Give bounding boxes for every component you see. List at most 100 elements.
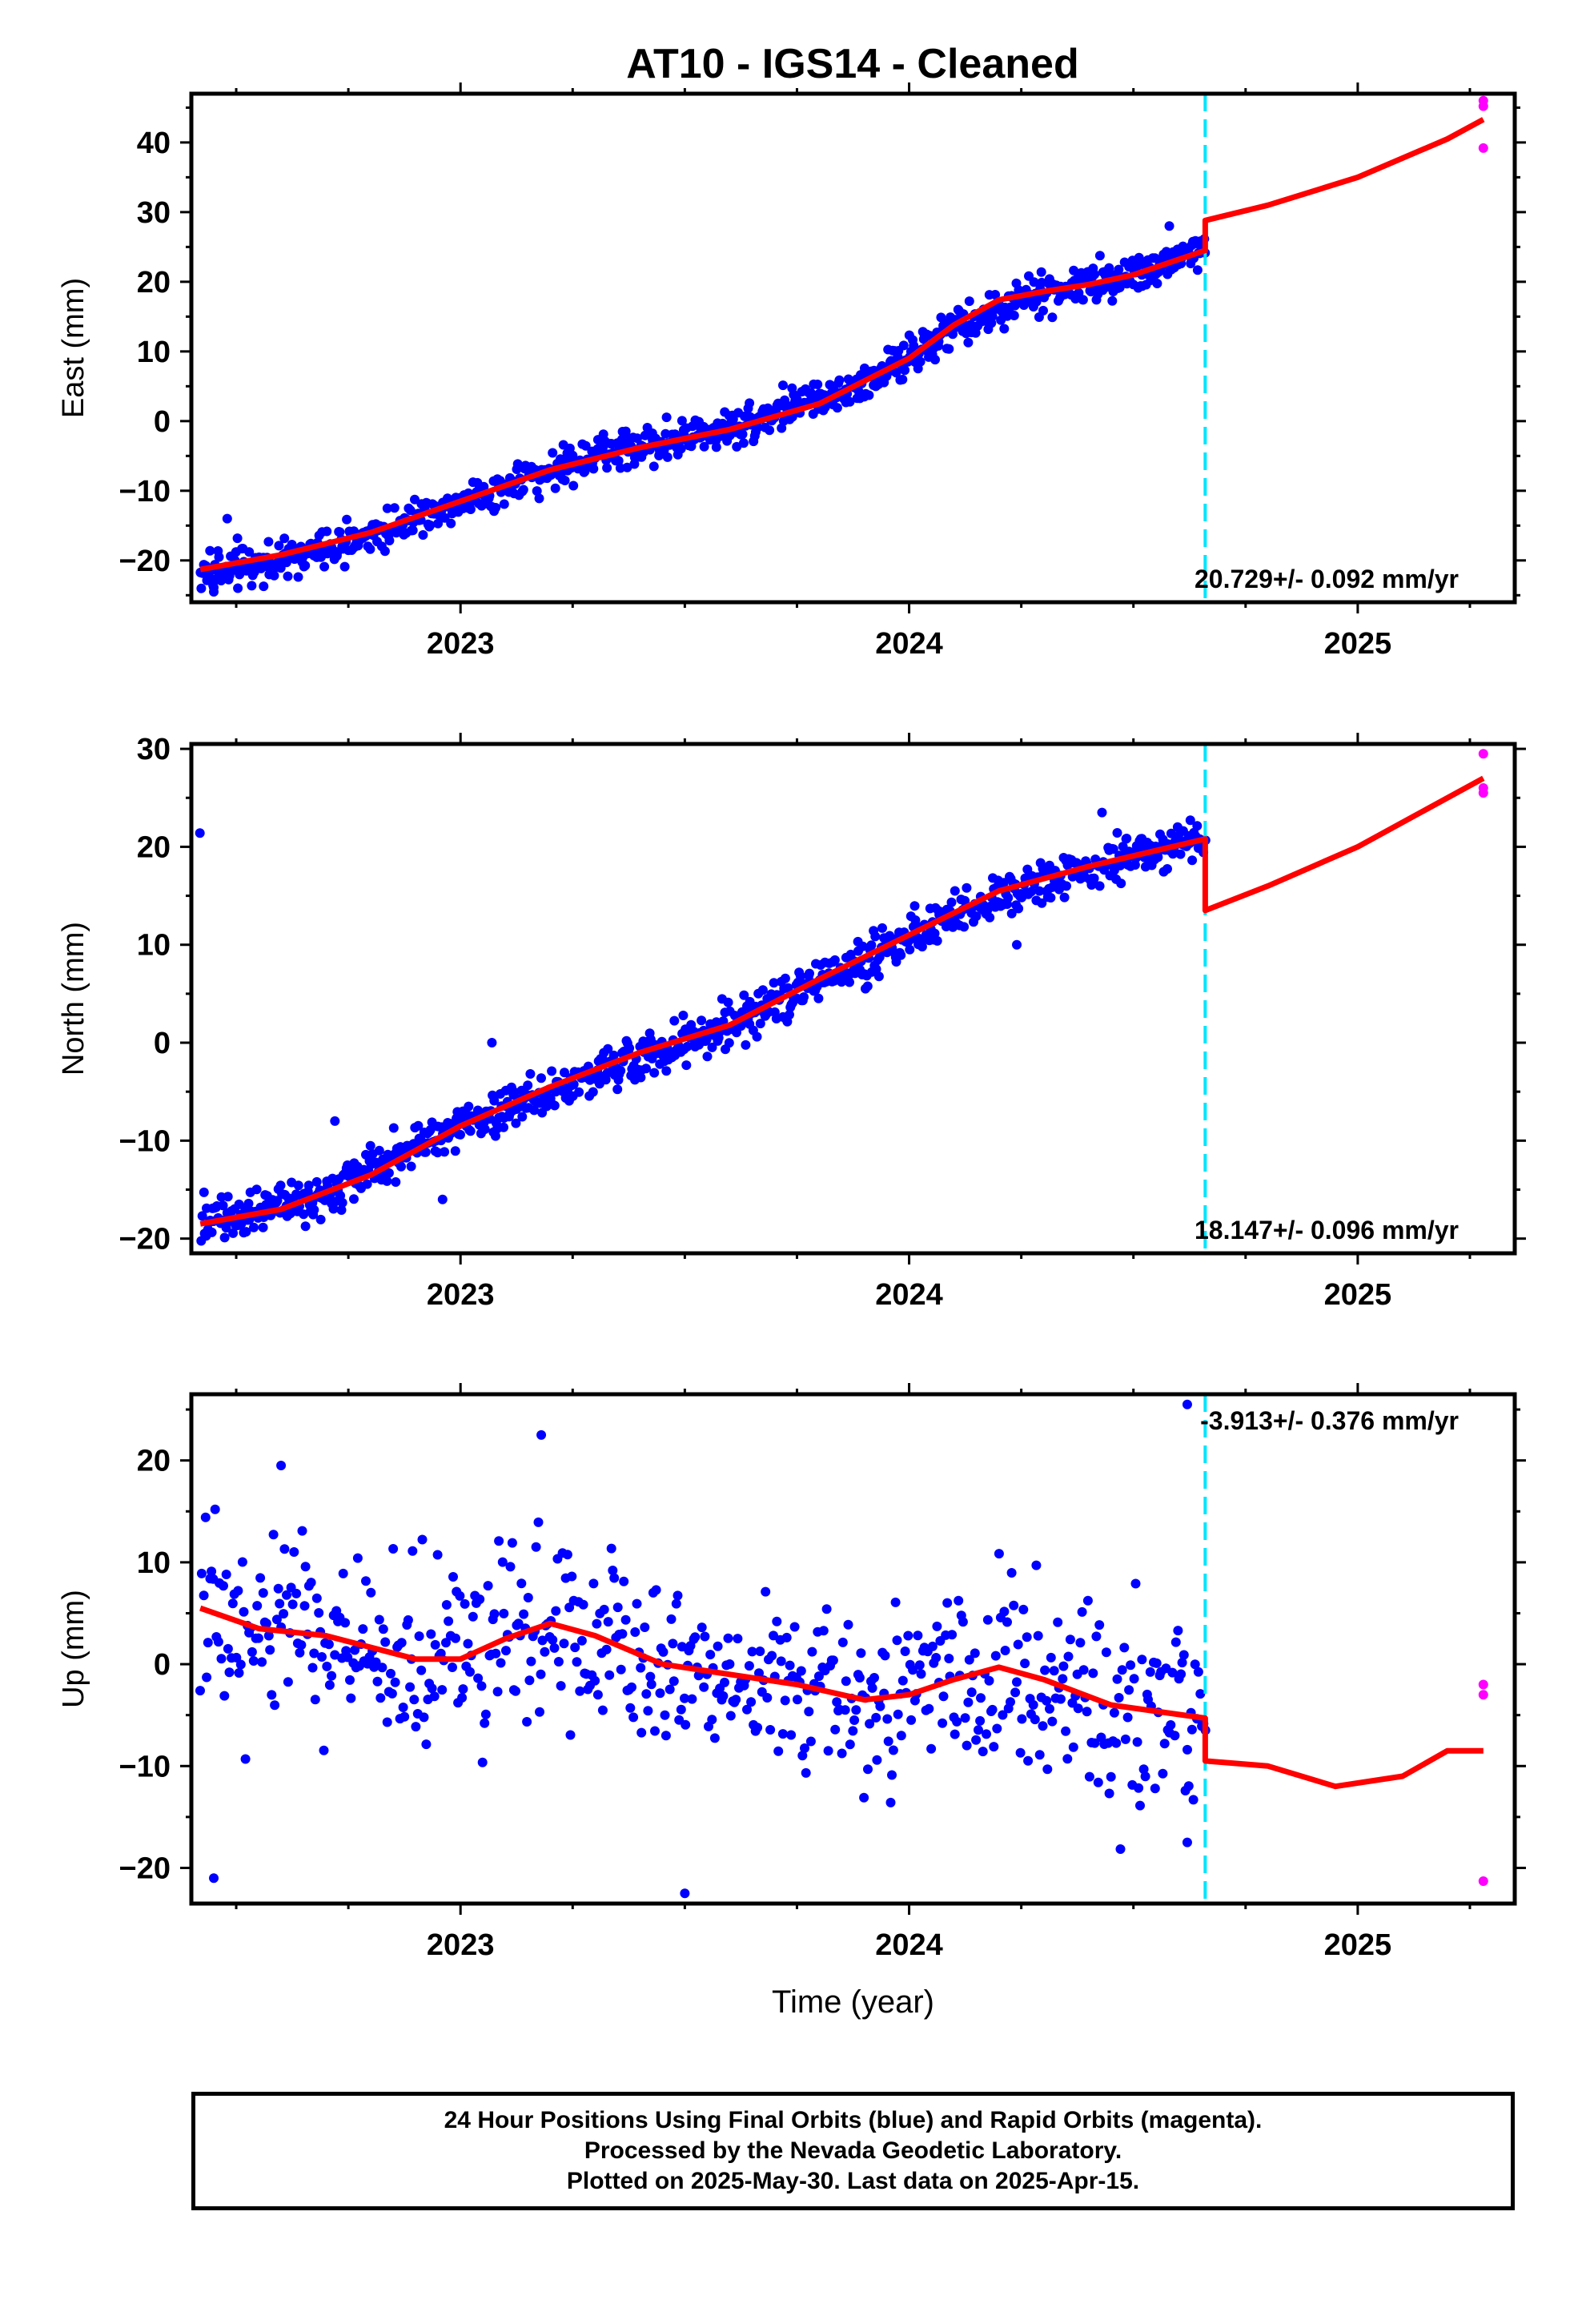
- final-orbit-point: [807, 1647, 817, 1657]
- final-orbit-point: [1010, 1687, 1021, 1698]
- final-orbit-point: [378, 1624, 388, 1634]
- final-orbit-point: [982, 1614, 993, 1625]
- rapid-orbit-point: [1478, 788, 1488, 798]
- final-orbit-point: [871, 964, 881, 975]
- final-orbit-point: [261, 1618, 271, 1629]
- y-axis-label: Up (mm): [57, 1590, 90, 1708]
- final-orbit-point: [575, 1686, 585, 1696]
- final-orbit-point: [661, 412, 672, 423]
- final-orbit-point: [448, 1572, 458, 1582]
- final-orbit-point: [1145, 1667, 1155, 1677]
- final-orbit-point: [916, 1669, 926, 1679]
- final-orbit-point: [641, 1063, 651, 1074]
- y-tick-label: 0: [154, 405, 171, 439]
- final-orbit-point: [620, 1614, 631, 1625]
- final-orbit-point: [507, 1538, 517, 1548]
- final-orbit-point: [572, 1657, 582, 1667]
- final-orbit-point: [349, 1194, 359, 1204]
- final-orbit-point: [1006, 908, 1017, 919]
- final-orbit-point: [1177, 1658, 1187, 1668]
- final-orbit-point: [480, 1709, 491, 1719]
- final-orbit-point: [382, 1717, 392, 1727]
- final-orbit-point: [813, 993, 824, 1003]
- final-orbit-point: [270, 1700, 280, 1711]
- final-orbit-point: [1108, 844, 1118, 854]
- final-orbit-point: [640, 430, 650, 440]
- final-orbit-point: [1170, 1637, 1181, 1647]
- plot-frame: [189, 742, 1517, 1256]
- final-orbit-point: [856, 1648, 866, 1659]
- final-orbit-point: [880, 1651, 890, 1661]
- final-orbit-point: [327, 1671, 337, 1681]
- final-orbit-point: [950, 886, 960, 896]
- final-orbit-point: [1170, 1731, 1180, 1741]
- final-orbit-point: [196, 1568, 207, 1578]
- final-orbit-point: [859, 392, 869, 402]
- final-orbit-point: [834, 375, 845, 385]
- final-orbit-point: [1046, 1652, 1056, 1663]
- final-orbit-point: [999, 324, 1010, 334]
- y-tick-label: −10: [119, 1124, 171, 1158]
- final-orbit-point: [222, 513, 232, 524]
- final-orbit-point: [548, 1634, 558, 1645]
- final-orbit-point: [472, 1105, 483, 1116]
- final-orbit-point: [931, 1653, 942, 1663]
- final-orbit-point: [1166, 828, 1176, 838]
- final-orbit-point: [283, 1677, 293, 1687]
- final-orbit-point: [877, 923, 887, 933]
- y-tick-label: 10: [137, 1546, 171, 1580]
- final-orbit-point: [437, 1194, 448, 1204]
- final-orbit-point: [780, 973, 790, 983]
- x-tick-label: 2024: [875, 1278, 943, 1312]
- final-orbit-point: [1182, 1837, 1192, 1848]
- final-orbit-point: [1173, 1626, 1183, 1636]
- final-orbit-point: [720, 1677, 729, 1687]
- final-orbit-point: [745, 398, 755, 408]
- final-orbit-point: [588, 464, 599, 474]
- final-orbit-point: [499, 499, 509, 509]
- y-tick-label: −20: [119, 1852, 171, 1885]
- final-orbit-point: [1166, 1720, 1176, 1730]
- series-rapid-orbits: [1478, 749, 1488, 798]
- final-orbit-point: [725, 1711, 736, 1721]
- final-orbit-point: [468, 1611, 478, 1622]
- final-orbit-point: [568, 1080, 579, 1089]
- final-orbit-point: [641, 1689, 652, 1699]
- final-orbit-point: [932, 1621, 942, 1631]
- final-orbit-point: [240, 1754, 251, 1764]
- final-orbit-point: [896, 1731, 906, 1741]
- final-orbit-point: [1042, 1695, 1052, 1706]
- final-orbit-point: [1026, 887, 1037, 897]
- final-orbit-point: [576, 1635, 587, 1646]
- final-orbit-point: [279, 1544, 290, 1554]
- final-orbit-point: [1055, 1694, 1066, 1704]
- final-orbit-point: [237, 1557, 247, 1567]
- rate-label: 18.147+/- 0.096 mm/yr: [1195, 1216, 1459, 1244]
- final-orbit-point: [624, 1043, 635, 1053]
- plot-frame: [189, 1392, 1517, 1906]
- final-orbit-point: [390, 1677, 400, 1687]
- final-orbit-point: [661, 1731, 671, 1741]
- final-orbit-point: [1137, 1655, 1147, 1665]
- final-orbit-point: [724, 1038, 734, 1048]
- final-orbit-point: [1065, 1634, 1075, 1645]
- final-orbit-point: [441, 1638, 451, 1648]
- final-orbit-point: [590, 1675, 600, 1686]
- final-orbit-point: [338, 1568, 348, 1578]
- final-orbit-point: [677, 416, 687, 426]
- x-tick-label: 2025: [1324, 1928, 1392, 1962]
- final-orbit-point: [216, 1654, 227, 1664]
- final-orbit-point: [1058, 1674, 1068, 1684]
- final-orbit-point: [1090, 1738, 1100, 1748]
- final-orbit-point: [279, 1609, 289, 1619]
- final-orbit-point: [235, 1659, 246, 1670]
- final-orbit-point: [668, 1638, 678, 1649]
- final-orbit-point: [1000, 1646, 1010, 1655]
- final-orbit-point: [1058, 1661, 1069, 1671]
- final-orbit-point: [441, 1600, 452, 1610]
- final-orbit-point: [707, 1715, 717, 1725]
- final-orbit-point: [1082, 1707, 1092, 1717]
- final-orbit-point: [448, 1663, 457, 1672]
- final-orbit-point: [897, 374, 908, 384]
- final-orbit-point: [564, 1602, 575, 1613]
